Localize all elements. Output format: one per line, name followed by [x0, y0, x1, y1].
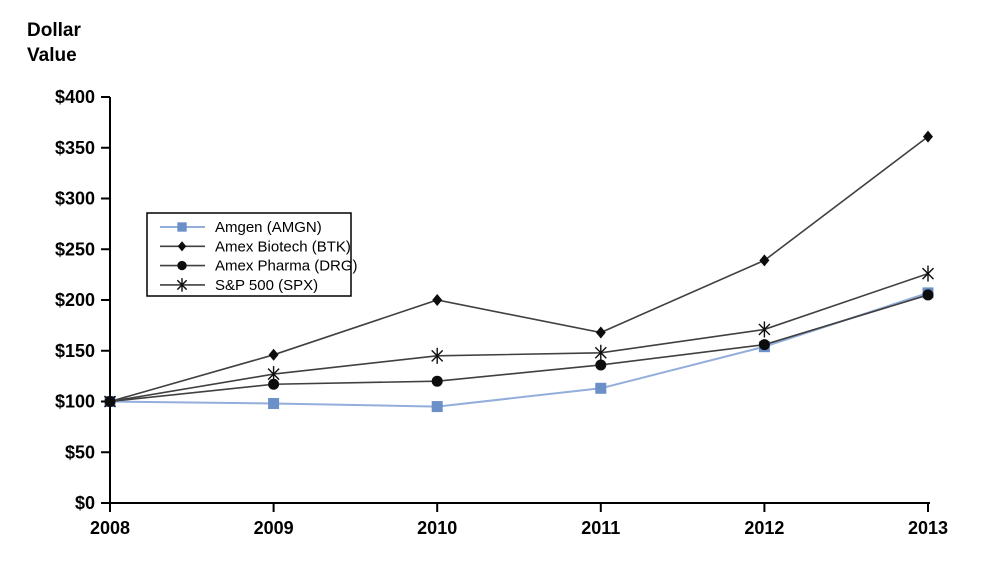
circle-marker: [268, 378, 280, 390]
diamond-marker: [759, 254, 770, 267]
y-tick-label: $200: [55, 290, 95, 310]
x-tick-label: 2009: [254, 518, 294, 538]
y-tick-label: $250: [55, 239, 95, 259]
legend-item-label: Amgen (AMGN): [215, 219, 322, 236]
asterisk-marker: [758, 321, 771, 338]
circle-marker: [595, 359, 607, 371]
legend-item-label: Amex Pharma (DRG): [215, 258, 358, 275]
square-marker: [268, 398, 280, 410]
asterisk-marker: [104, 393, 116, 410]
asterisk-arm: [594, 346, 607, 359]
circle-marker: [758, 339, 770, 351]
legend-item-label: S&P 500 (SPX): [215, 277, 318, 294]
y-tick-label: $100: [55, 392, 95, 412]
x-tick-label: 2012: [744, 518, 784, 538]
asterisk-arm: [758, 323, 771, 336]
asterisk-marker: [267, 366, 280, 383]
series-line-2: [109, 294, 929, 403]
series-line-0: [109, 291, 929, 408]
asterisk-arm: [431, 349, 444, 362]
x-tick-label: 2011: [581, 518, 620, 538]
asterisk-marker-icon: [176, 278, 188, 292]
y-tick-label: $50: [65, 442, 95, 462]
x-tick-label: 2013: [908, 518, 948, 538]
y-tick-label: $400: [55, 87, 95, 107]
asterisk-arm: [176, 279, 188, 291]
y-tick-label: $0: [75, 493, 95, 513]
legend-item-label: Amex Biotech (BTK): [215, 238, 351, 255]
y-tick-label: $300: [55, 189, 95, 209]
x-tick-label: 2008: [90, 518, 130, 538]
square-marker-icon: [177, 222, 187, 232]
circle-marker: [922, 289, 934, 301]
asterisk-arm: [267, 368, 280, 381]
diamond-marker-icon: [177, 241, 187, 252]
series-line-3: [109, 272, 929, 403]
asterisk-marker: [431, 347, 444, 364]
y-axis-title: Dollar Value: [27, 20, 81, 67]
y-tick-label: $150: [55, 341, 95, 361]
axis-lines: [109, 97, 930, 504]
asterisk-marker: [922, 265, 934, 282]
diamond-marker: [268, 348, 279, 361]
diamond-marker: [595, 326, 606, 339]
asterisk-arm: [104, 395, 116, 408]
y-tick-label: $350: [55, 138, 95, 158]
asterisk-arm: [922, 267, 934, 280]
circle-marker: [431, 375, 443, 387]
x-tick-label: 2010: [417, 518, 457, 538]
square-marker: [431, 401, 443, 413]
circle-marker-icon: [177, 260, 187, 271]
diamond-marker: [923, 130, 933, 143]
diamond-marker: [432, 294, 443, 306]
series-line-1: [109, 135, 929, 403]
square-marker: [595, 382, 607, 394]
asterisk-marker: [594, 344, 607, 361]
